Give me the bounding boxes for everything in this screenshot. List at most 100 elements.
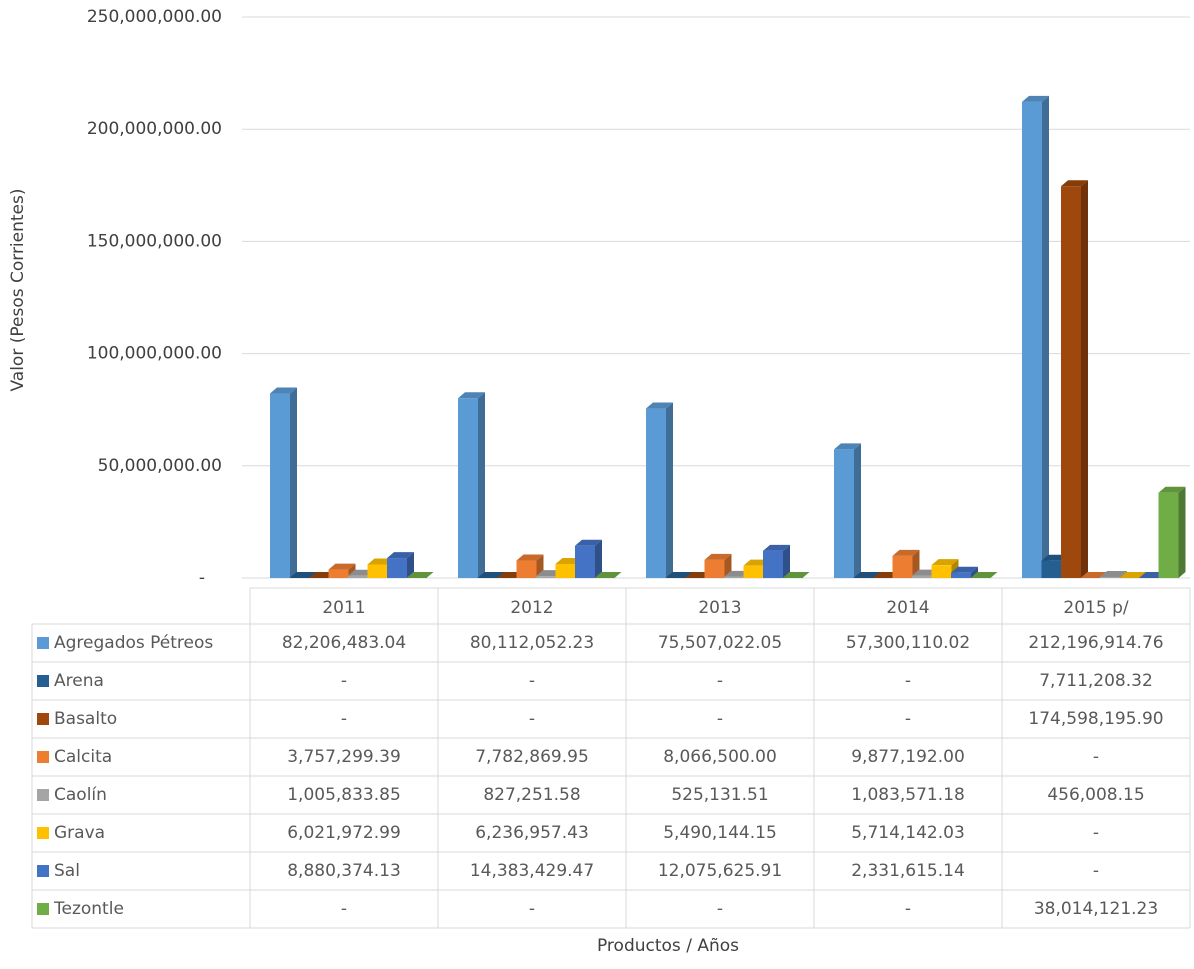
- table-cell: -: [905, 671, 911, 691]
- bar: [951, 566, 978, 578]
- bar-top: [704, 553, 732, 560]
- table-cell: -: [529, 671, 535, 691]
- bar-top: [1119, 572, 1147, 578]
- bar: [477, 572, 505, 578]
- table-cell: -: [341, 899, 347, 919]
- x-tick-label: 2013: [698, 598, 741, 618]
- table-cell: 5,490,144.15: [663, 823, 777, 843]
- legend-swatch: [37, 675, 49, 687]
- bar-front: [743, 565, 764, 578]
- bar-side: [407, 552, 414, 578]
- table-cell: 3,757,299.39: [287, 747, 401, 767]
- bar-front: [387, 558, 407, 578]
- table-cell: 82,206,483.04: [282, 633, 406, 653]
- table-cell: 7,782,869.95: [475, 747, 589, 767]
- legend-swatch: [37, 903, 49, 915]
- bar-top: [951, 566, 978, 573]
- bar-front: [1041, 560, 1062, 578]
- bar-front: [763, 550, 783, 578]
- x-tick-label: 2011: [322, 598, 365, 618]
- bar-top: [763, 544, 790, 551]
- legend-swatch: [37, 751, 49, 763]
- bar: [763, 544, 790, 578]
- bar-top: [665, 572, 693, 578]
- bar: [387, 552, 414, 578]
- x-tick-label: 2012: [510, 598, 553, 618]
- bar-front: [1158, 492, 1179, 578]
- bar-side: [971, 566, 978, 578]
- bar-side: [478, 392, 485, 578]
- y-tick-label: -: [199, 568, 205, 588]
- bar: [1022, 95, 1049, 578]
- table-cell: -: [717, 709, 723, 729]
- bar-top: [516, 554, 544, 561]
- bar: [782, 572, 810, 578]
- table-cell: -: [1093, 823, 1099, 843]
- table-cell: 57,300,110.02: [846, 633, 970, 653]
- bar-front: [931, 565, 952, 578]
- table-cell: -: [529, 709, 535, 729]
- bar: [575, 539, 602, 578]
- table-cell: 75,507,022.05: [658, 633, 782, 653]
- table-cell: -: [341, 671, 347, 691]
- x-tick-label: 2015 p/: [1063, 598, 1128, 618]
- y-tick-label: 250,000,000.00: [87, 7, 222, 27]
- bar-side: [290, 387, 297, 578]
- y-tick-label: 100,000,000.00: [87, 344, 222, 364]
- legend-label: Tezontle: [53, 899, 124, 919]
- bar-top: [782, 572, 810, 578]
- bar-front: [458, 398, 478, 578]
- bar: [1061, 180, 1088, 578]
- table-cell: -: [905, 709, 911, 729]
- bar-top: [1022, 95, 1049, 102]
- bar-top: [892, 549, 920, 556]
- bar-front: [646, 408, 666, 578]
- y-axis-label: Valor (Pesos Corrientes): [8, 188, 28, 391]
- table-cell: 827,251.58: [483, 785, 580, 805]
- table-cell: -: [341, 709, 347, 729]
- table-cell: 6,236,957.43: [475, 823, 589, 843]
- bar-front: [516, 560, 537, 578]
- table-cell: -: [1093, 747, 1099, 767]
- bar-top: [594, 572, 622, 578]
- bar-front: [724, 576, 744, 578]
- table-cell: 14,383,429.47: [470, 861, 594, 881]
- bar: [1119, 572, 1147, 578]
- table-cell: 525,131.51: [671, 785, 768, 805]
- legend-label: Basalto: [54, 709, 117, 729]
- legend-swatch: [37, 637, 49, 649]
- bar-top: [270, 387, 297, 394]
- table-cell: 7,711,208.32: [1039, 671, 1153, 691]
- legend-swatch: [37, 789, 49, 801]
- bar-top: [575, 539, 602, 546]
- bar: [1158, 486, 1186, 578]
- table-cell: 456,008.15: [1047, 785, 1144, 805]
- bar-top: [458, 392, 485, 399]
- bar-front: [348, 575, 368, 578]
- bar: [594, 572, 622, 578]
- legend-label: Arena: [54, 671, 104, 691]
- bar-top: [834, 443, 861, 450]
- table-cell: 80,112,052.23: [470, 633, 594, 653]
- table-cell: -: [1093, 861, 1099, 881]
- y-tick-label: 200,000,000.00: [87, 119, 222, 139]
- bar: [270, 387, 297, 578]
- bar: [853, 572, 881, 578]
- bar-top: [387, 552, 414, 559]
- bar-side: [1178, 486, 1186, 578]
- bar-front: [575, 545, 595, 578]
- legend-label: Caolín: [54, 785, 107, 805]
- legend-label: Calcita: [54, 747, 112, 767]
- bar: [834, 443, 861, 578]
- legend-label: Agregados Pétreos: [54, 633, 213, 653]
- table-cell: 38,014,121.23: [1034, 899, 1158, 919]
- bar-top: [328, 563, 356, 570]
- y-tick-label: 50,000,000.00: [98, 456, 222, 476]
- bar-top: [646, 402, 673, 409]
- bar: [970, 572, 998, 578]
- table-cell: -: [717, 671, 723, 691]
- x-tick-label: 2014: [886, 598, 929, 618]
- bar-side: [783, 544, 790, 578]
- bar-top: [406, 572, 434, 578]
